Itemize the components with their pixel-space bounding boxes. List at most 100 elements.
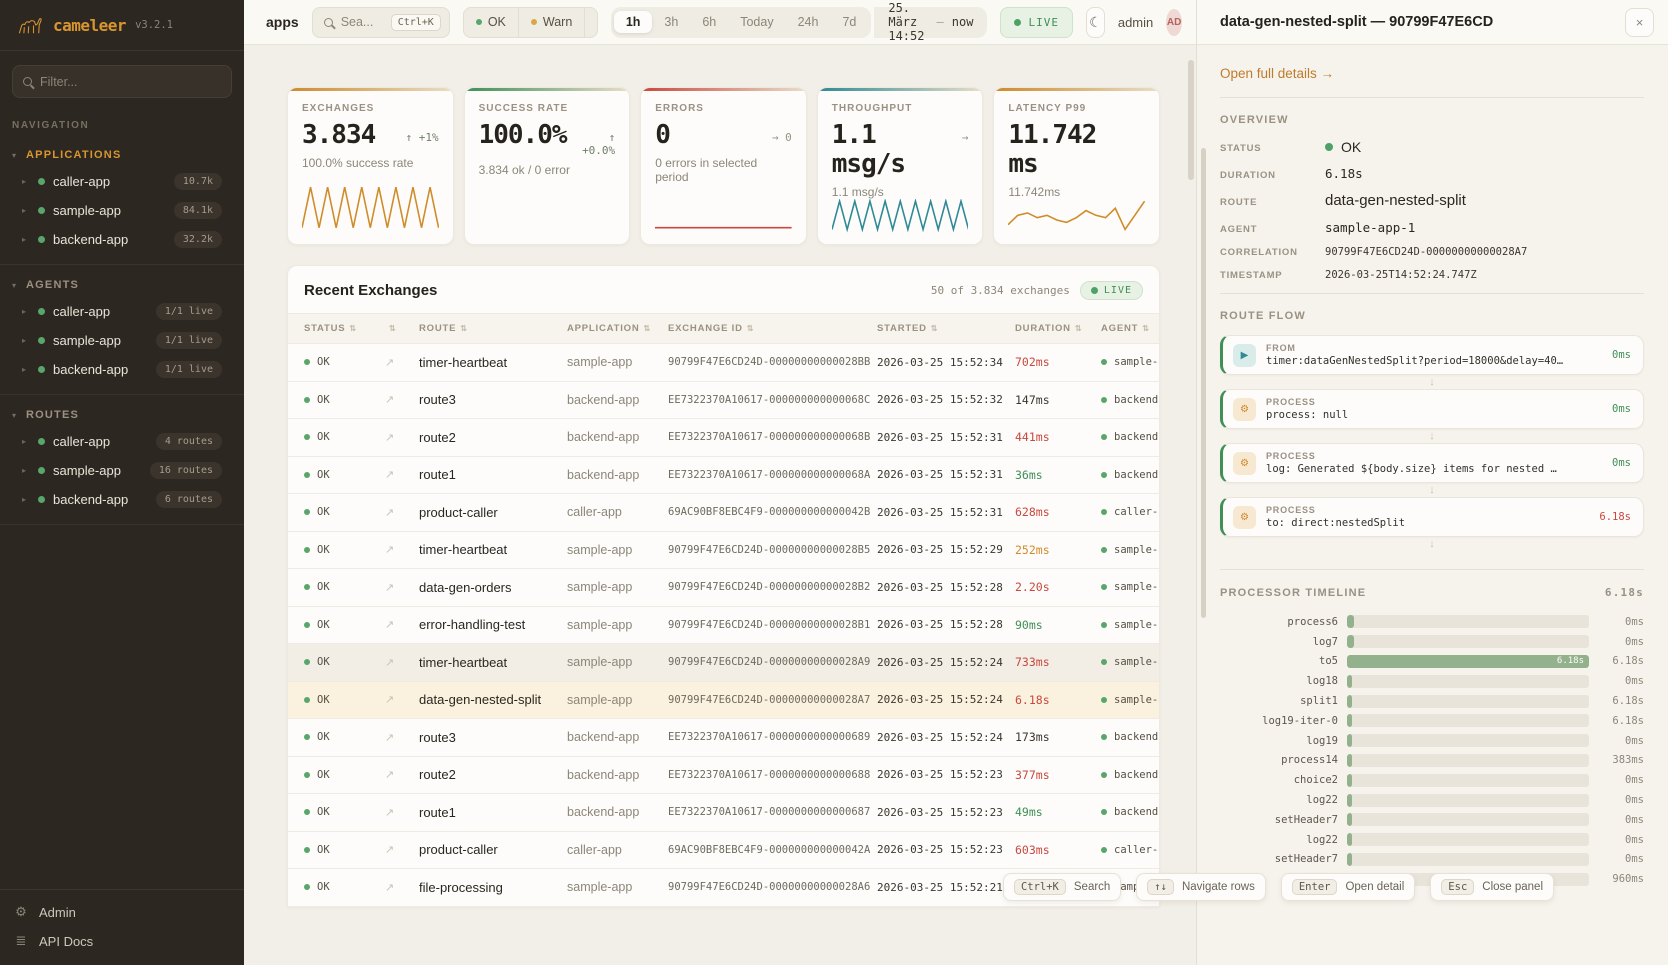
- table-row[interactable]: OK ↗ timer-heartbeat sample-app 90799F47…: [288, 644, 1159, 682]
- sidebar-footer-item[interactable]: ≣ API Docs: [14, 933, 230, 949]
- open-row-icon[interactable]: ↗: [385, 806, 395, 819]
- table-row[interactable]: OK ↗ route3 backend-app EE7322370A10617-…: [288, 382, 1159, 419]
- timeline-row[interactable]: process14 383ms: [1220, 751, 1644, 771]
- flow-step[interactable]: ⚙ PROCESS process: null 0ms: [1220, 389, 1644, 429]
- nav-group-header[interactable]: ▾ ROUTES: [0, 401, 244, 427]
- time-range-button[interactable]: 3h: [664, 15, 679, 29]
- timeline-row[interactable]: log22 0ms: [1220, 830, 1644, 850]
- table-row[interactable]: OK ↗ route2 backend-app EE7322370A10617-…: [288, 757, 1159, 794]
- flow-step[interactable]: ▶ FROM timer:dataGenNestedSplit?period=1…: [1220, 335, 1644, 375]
- sidebar-item[interactable]: ▸ backend-app 1/1 live: [0, 355, 244, 384]
- live-toggle[interactable]: LIVE: [1000, 6, 1073, 38]
- open-row-icon[interactable]: ↗: [385, 356, 395, 369]
- timeline-row[interactable]: setHeader7 0ms: [1220, 810, 1644, 830]
- column-header[interactable]: AGENT ⇅: [1101, 323, 1159, 334]
- sidebar-item[interactable]: ▸ caller-app 1/1 live: [0, 297, 244, 326]
- duration-cell: 2.20s: [1015, 580, 1050, 595]
- timeline-row[interactable]: log19-iter-0 6.18s: [1220, 711, 1644, 731]
- open-row-icon[interactable]: ↗: [385, 506, 395, 519]
- sidebar-item[interactable]: ▸ backend-app 32.2k: [0, 225, 244, 254]
- sidebar-item[interactable]: ▸ sample-app 16 routes: [0, 456, 244, 485]
- sidebar-item[interactable]: ▸ caller-app 4 routes: [0, 427, 244, 456]
- open-row-icon[interactable]: ↗: [385, 581, 395, 594]
- table-row[interactable]: OK ↗ route2 backend-app EE7322370A10617-…: [288, 419, 1159, 457]
- global-search[interactable]: Ctrl+K: [311, 6, 450, 38]
- metric-card[interactable]: LATENCY P99 11.742 ms 11.742ms: [993, 87, 1160, 245]
- time-range-button[interactable]: 1h: [613, 11, 653, 33]
- timeline-row[interactable]: log18 0ms: [1220, 671, 1644, 691]
- timeline-row[interactable]: log22 0ms: [1220, 790, 1644, 810]
- status-filter[interactable]: Warn: [519, 7, 586, 37]
- timeline-row[interactable]: process6 0ms: [1220, 612, 1644, 632]
- timeline-row[interactable]: log7 0ms: [1220, 632, 1644, 652]
- open-row-icon[interactable]: ↗: [385, 731, 395, 744]
- table-row[interactable]: OK ↗ route1 backend-app EE7322370A10617-…: [288, 457, 1159, 494]
- sidebar-item[interactable]: ▸ sample-app 1/1 live: [0, 326, 244, 355]
- table-row[interactable]: OK ↗ timer-heartbeat sample-app 90799F47…: [288, 532, 1159, 569]
- table-row[interactable]: OK ↗ route1 backend-app EE7322370A10617-…: [288, 794, 1159, 832]
- status-filter[interactable]: OK: [464, 7, 519, 37]
- flow-step-kind: PROCESS: [1266, 451, 1316, 461]
- flow-step[interactable]: ⚙ PROCESS log: Generated ${body.size} it…: [1220, 443, 1644, 483]
- sidebar-item-label: sample-app: [53, 333, 121, 348]
- avatar[interactable]: AD: [1166, 8, 1182, 36]
- status-dot: [38, 236, 45, 243]
- flow-step[interactable]: ⚙ PROCESS to: direct:nestedSplit 6.18s: [1220, 497, 1644, 537]
- timeline-row[interactable]: setHeader7 0ms: [1220, 850, 1644, 870]
- open-row-icon[interactable]: ↗: [385, 544, 395, 557]
- date-range-picker[interactable]: 25. März 14:52 — now: [874, 1, 988, 43]
- sidebar-item[interactable]: ▸ caller-app 10.7k: [0, 167, 244, 196]
- time-range-button[interactable]: 6h: [702, 15, 717, 29]
- open-row-icon[interactable]: ↗: [385, 694, 395, 707]
- column-header[interactable]: ROUTE ⇅: [419, 323, 567, 334]
- open-row-icon[interactable]: ↗: [385, 469, 395, 482]
- column-header[interactable]: APPLICATION ⇅: [567, 323, 668, 334]
- filter-input[interactable]: [40, 74, 221, 89]
- timeline-row[interactable]: log19 0ms: [1220, 731, 1644, 751]
- flow-step-kind: PROCESS: [1266, 397, 1316, 407]
- table-row[interactable]: OK ↗ route3 backend-app EE7322370A10617-…: [288, 719, 1159, 757]
- main-scrollbar[interactable]: [1188, 60, 1194, 180]
- column-header[interactable]: DURATION ⇅: [1015, 323, 1101, 334]
- column-header[interactable]: STARTED ⇅: [877, 323, 1015, 334]
- time-range-button[interactable]: 24h: [797, 15, 819, 29]
- open-row-icon[interactable]: ↗: [385, 881, 395, 894]
- nav-group-header[interactable]: ▾ APPLICATIONS: [0, 141, 244, 167]
- close-panel-button[interactable]: ×: [1625, 7, 1654, 37]
- metric-card[interactable]: THROUGHPUT 1.1 msg/s → 1.1 msg/s: [816, 87, 984, 245]
- dark-mode-toggle[interactable]: ☾: [1085, 6, 1105, 38]
- table-row[interactable]: OK ↗ product-caller caller-app 69AC90BF8…: [288, 494, 1159, 532]
- column-header[interactable]: EXCHANGE ID ⇅: [668, 323, 877, 334]
- table-row[interactable]: OK ↗ timer-heartbeat sample-app 90799F47…: [288, 344, 1159, 382]
- open-row-icon[interactable]: ↗: [385, 394, 395, 407]
- table-row[interactable]: OK ↗ product-caller caller-app 69AC90BF8…: [288, 832, 1159, 869]
- sidebar-footer-item[interactable]: ⚙ Admin: [14, 904, 230, 920]
- metric-card[interactable]: ERRORS 0 → 0 0 errors in selected period: [640, 87, 807, 245]
- time-range-button[interactable]: 7d: [842, 15, 857, 29]
- column-header[interactable]: ⇅: [385, 324, 419, 333]
- timeline-row[interactable]: split1 6.18s: [1220, 691, 1644, 711]
- panel-scrollbar[interactable]: [1201, 148, 1206, 618]
- table-row[interactable]: OK ↗ data-gen-nested-split sample-app 90…: [288, 681, 1159, 719]
- timeline-row[interactable]: to5 6.18s 6.18s: [1220, 652, 1644, 672]
- open-full-details-link[interactable]: Open full details →: [1220, 66, 1335, 81]
- sidebar-filter[interactable]: [12, 65, 232, 98]
- metric-card[interactable]: SUCCESS RATE 100.0% ↑ +0.0% 3.834 ok / 0…: [463, 87, 631, 245]
- sidebar-item[interactable]: ▸ backend-app 6 routes: [0, 485, 244, 514]
- open-row-icon[interactable]: ↗: [385, 431, 395, 444]
- status-filter[interactable]: Err: [585, 8, 597, 37]
- open-row-icon[interactable]: ↗: [385, 844, 395, 857]
- open-row-icon[interactable]: ↗: [385, 619, 395, 632]
- open-row-icon[interactable]: ↗: [385, 769, 395, 782]
- timeline-row[interactable]: choice2 0ms: [1220, 770, 1644, 790]
- sidebar-item[interactable]: ▸ sample-app 84.1k: [0, 196, 244, 225]
- column-header[interactable]: STATUS ⇅: [304, 323, 385, 334]
- open-row-icon[interactable]: ↗: [385, 656, 395, 669]
- time-range-button[interactable]: Today: [740, 15, 774, 29]
- table-row[interactable]: OK ↗ error-handling-test sample-app 9079…: [288, 607, 1159, 644]
- nav-group-header[interactable]: ▾ AGENTS: [0, 271, 244, 297]
- table-row[interactable]: OK ↗ data-gen-orders sample-app 90799F47…: [288, 569, 1159, 607]
- metric-card[interactable]: EXCHANGES 3.834 ↑ +1% 100.0% success rat…: [287, 87, 454, 245]
- search-input[interactable]: [340, 15, 383, 29]
- sparkline-chart: [655, 184, 792, 234]
